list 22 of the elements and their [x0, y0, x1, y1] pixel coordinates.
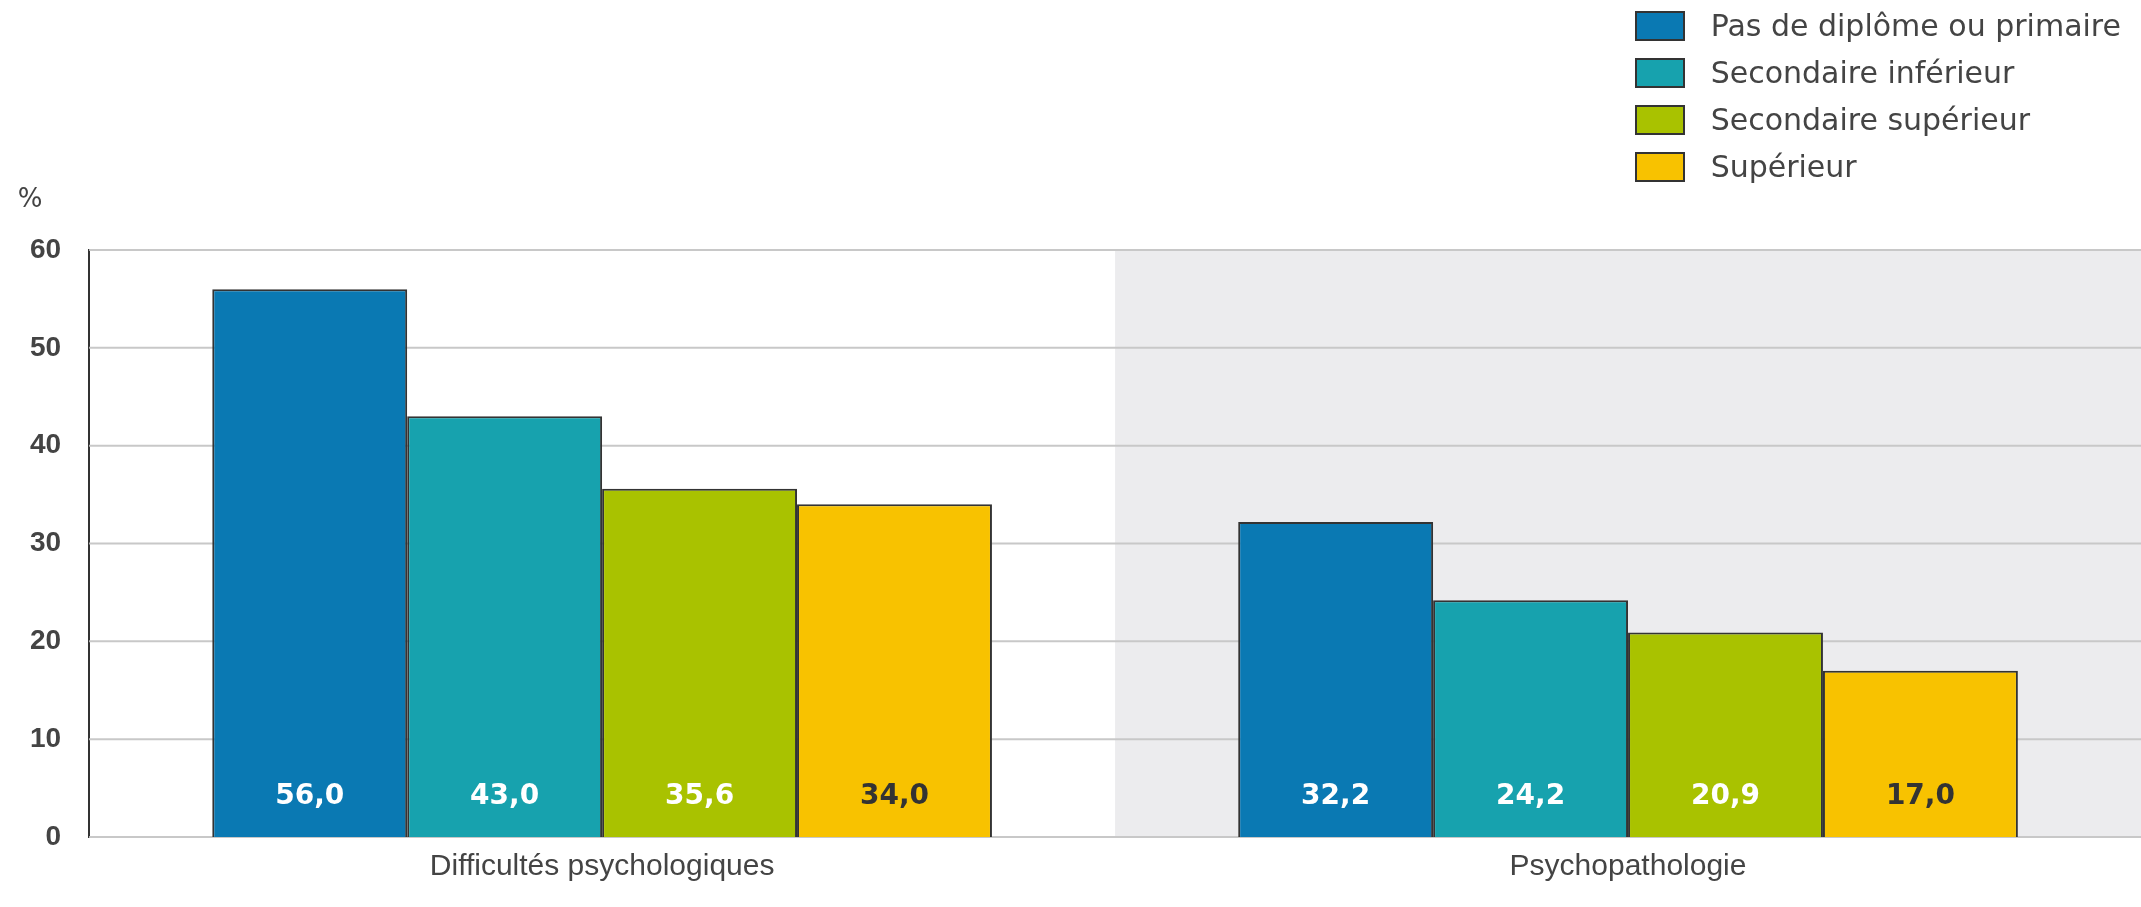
y-tick-label: 10: [29, 721, 62, 753]
data-label: 32,2: [1301, 778, 1371, 812]
x-tick-label: Difficultés psychologiques: [429, 848, 775, 882]
legend-label: Secondaire supérieur: [1710, 102, 2031, 137]
data-label: 43,0: [470, 778, 540, 812]
legend-label: Pas de diplôme ou primaire: [1710, 8, 2121, 43]
y-tick-label: 50: [29, 330, 62, 362]
legend-label: Secondaire inférieur: [1710, 55, 2015, 90]
data-label: 24,2: [1496, 778, 1566, 812]
x-tick-label: Psychopathologie: [1509, 848, 1747, 882]
data-label: 35,6: [665, 778, 735, 812]
y-tick-label: 60: [29, 232, 62, 264]
y-axis-title: %: [17, 182, 43, 213]
y-tick-label: 40: [29, 428, 62, 460]
data-label: 56,0: [275, 778, 345, 812]
data-label: 34,0: [859, 778, 930, 812]
legend-label: Supérieur: [1710, 149, 1857, 184]
data-label: 20,9: [1690, 778, 1761, 812]
data-label: 17,0: [1885, 778, 1955, 812]
y-tick-label: 0: [45, 819, 62, 851]
y-tick-label: 30: [29, 526, 62, 558]
y-tick-label: 20: [29, 624, 62, 656]
